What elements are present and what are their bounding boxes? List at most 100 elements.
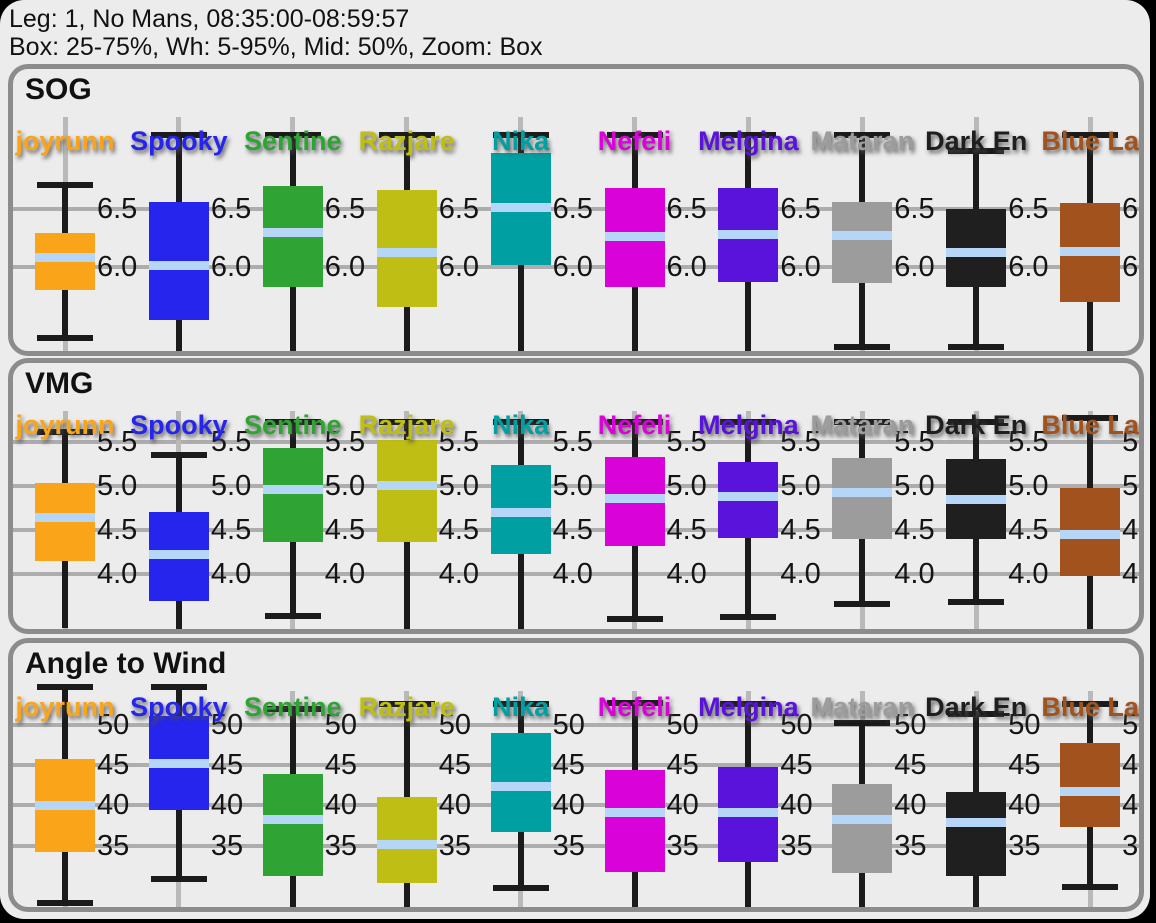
boat-name: joyrunn xyxy=(15,692,115,722)
whisker-cap-low xyxy=(948,598,1005,605)
whisker-cap-high xyxy=(37,182,93,189)
whisker-cap-high xyxy=(606,132,663,139)
panel-title: SOG xyxy=(25,73,92,106)
whisker-cap-high xyxy=(1062,414,1119,421)
boxplot-median xyxy=(376,839,437,849)
whisker-cap-high xyxy=(948,710,1005,717)
boat-name: Blue La xyxy=(1041,692,1139,722)
boat-name: Blue La xyxy=(1041,410,1139,440)
tick-label: 4.5 xyxy=(97,514,138,547)
tick-label: 5.5 xyxy=(438,425,480,458)
leg-info-text: Leg: 1, No Mans, 08:35:00-08:59:57 xyxy=(9,5,410,33)
boxplot-box xyxy=(832,458,893,539)
boat-name: Mataran xyxy=(810,126,915,156)
whisker-cap-high xyxy=(378,419,435,425)
panel-angle-to-wind[interactable]: 50 45 40 35 joyrunn 50 45 40 35 Spooky 50 45 40 35 Sen… xyxy=(8,638,1144,912)
boxplot-median xyxy=(604,231,665,241)
boat-name: Razjare xyxy=(358,126,455,156)
tick-label: 6.5 xyxy=(1008,192,1049,225)
boxplot-median xyxy=(1060,787,1121,797)
tick-label: 4.0 xyxy=(210,558,252,591)
tick-label: 35 xyxy=(438,829,471,862)
tick-label: 4.0 xyxy=(780,558,821,591)
tick-label: 5.0 xyxy=(1122,469,1139,502)
tick-label: 45 xyxy=(1122,748,1139,781)
tick-label: 40 xyxy=(438,789,471,822)
tick-label: 6.5 xyxy=(552,192,593,225)
tick-label: 6.0 xyxy=(894,250,935,283)
tick-label: 45 xyxy=(1008,748,1041,781)
boat-name: joyrunn xyxy=(15,410,115,440)
box-settings-text: Box: 25-75%, Wh: 5-95%, Mid: 50%, Zoom: … xyxy=(9,33,543,61)
tick-label: 4.0 xyxy=(666,558,707,591)
tick-label: 6.0 xyxy=(324,250,366,283)
boxplot-median xyxy=(718,229,779,239)
tick-label: 4.0 xyxy=(438,558,480,591)
boxplot-median xyxy=(148,758,209,768)
boxplot-median xyxy=(490,782,551,792)
tick-label: 5.0 xyxy=(1008,469,1049,502)
boxplot-box xyxy=(946,791,1007,877)
boat-name: Razjare xyxy=(358,692,455,722)
whisker-cap-high xyxy=(834,719,891,726)
tick-label: 50 xyxy=(1122,708,1139,741)
panel-sog[interactable]: 6.5 6.0 joyrunn 6.5 6.0 Spooky 6.5 6.0 Sentine 6.… xyxy=(8,64,1144,356)
boxplot-median xyxy=(1060,246,1121,256)
boxplot-median xyxy=(262,228,323,238)
tick-label: 40 xyxy=(210,789,244,822)
panel-title: Angle to Wind xyxy=(25,647,227,680)
tick-label: 6.5 xyxy=(894,192,935,225)
tick-label: 6.0 xyxy=(1122,250,1139,283)
tick-label: 4.5 xyxy=(1008,514,1049,547)
tick-label: 5.5 xyxy=(666,425,707,458)
boxplot-median xyxy=(148,260,209,270)
boxplot-box xyxy=(604,769,665,872)
boat-name: Nefeli xyxy=(597,410,672,440)
gridline xyxy=(13,843,1139,848)
boxplot-box xyxy=(832,784,893,874)
whisker-cap-high xyxy=(720,701,777,708)
tick-label: 35 xyxy=(1122,829,1139,862)
tick-label: 45 xyxy=(324,748,358,781)
tick-label: 35 xyxy=(1008,829,1041,862)
tick-label: 5.0 xyxy=(894,469,935,502)
tick-label: 5.0 xyxy=(780,469,821,502)
tick-label: 40 xyxy=(324,789,358,822)
whisker-cap-high xyxy=(834,419,891,425)
boat-name: Sentine xyxy=(244,410,342,440)
boat-name: Mataran xyxy=(810,410,915,440)
boat-name: Melgina xyxy=(698,126,799,156)
tick-label: 5.5 xyxy=(552,425,593,458)
tick-label: 5.5 xyxy=(1008,425,1049,458)
boat-name: Melgina xyxy=(698,410,799,440)
panel-vmg[interactable]: 5.5 5.0 4.5 4.0 joyrunn 5.5 5.0 4.5 4.0 Spooky 5.5… xyxy=(8,358,1144,634)
panel-title: VMG xyxy=(25,367,94,400)
tick-label: 4.0 xyxy=(552,558,593,591)
tick-label: 50 xyxy=(666,708,699,741)
tick-label: 40 xyxy=(552,789,585,822)
tick-label: 45 xyxy=(97,748,130,781)
tick-label: 50 xyxy=(552,708,585,741)
tick-label: 5.5 xyxy=(780,425,821,458)
gridline xyxy=(13,528,1139,533)
gridline xyxy=(13,264,1139,269)
whisker-cap-low xyxy=(606,615,663,622)
tick-label: 6.5 xyxy=(324,192,366,225)
boxplot-median xyxy=(718,808,779,818)
tick-label: 5.0 xyxy=(666,469,707,502)
whisker-cap-low xyxy=(834,343,891,350)
tick-label: 35 xyxy=(552,829,585,862)
boxplot-median xyxy=(604,493,665,503)
tick-label: 4.5 xyxy=(894,514,935,547)
whisker-cap-high xyxy=(37,684,93,691)
tick-label: 5.5 xyxy=(324,425,366,458)
whisker-cap-high xyxy=(492,132,549,139)
tick-label: 35 xyxy=(894,829,927,862)
tick-label: 6.0 xyxy=(666,250,707,283)
tick-label: 45 xyxy=(552,748,585,781)
boxplot-box xyxy=(148,201,209,320)
boat-name: Dark En xyxy=(925,126,1028,156)
whisker-cap-high xyxy=(150,451,207,458)
tick-label: 35 xyxy=(666,829,699,862)
